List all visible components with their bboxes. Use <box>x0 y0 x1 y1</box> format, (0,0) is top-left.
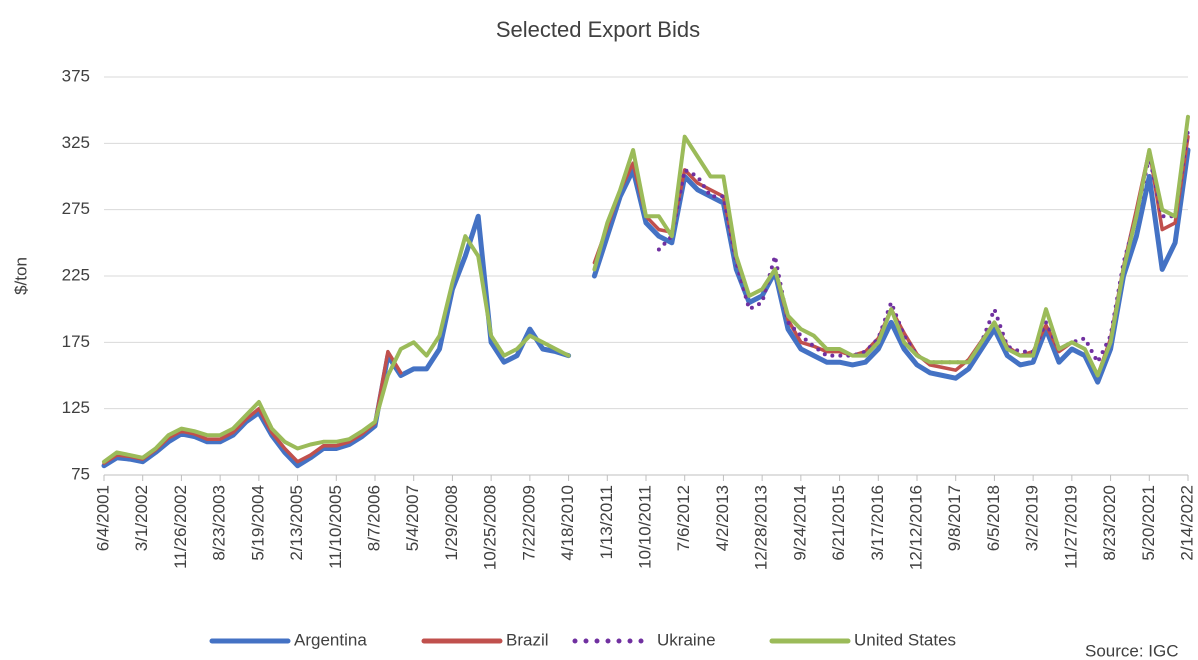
x-tick-label: 3/17/2016 <box>868 485 887 561</box>
y-tick-label: 325 <box>62 133 90 152</box>
x-tick-label: 12/12/2016 <box>906 485 925 570</box>
x-tick-label: 7/22/2009 <box>519 485 538 561</box>
y-tick-label: 75 <box>71 464 90 483</box>
legend-label: Argentina <box>294 630 367 649</box>
source-note: Source: IGC <box>1085 641 1179 660</box>
x-tick-label: 11/27/2019 <box>1061 485 1080 569</box>
legend-label: Ukraine <box>657 630 716 649</box>
x-tick-label: 10/25/2008 <box>481 485 500 570</box>
x-tick-label: 4/18/2010 <box>558 485 577 561</box>
x-tick-label: 11/26/2002 <box>171 485 190 569</box>
series-line <box>101 147 1191 469</box>
x-tick-label: 5/4/2007 <box>403 485 422 551</box>
x-tick-label: 10/10/2011 <box>635 485 654 569</box>
x-tick-label: 1/13/2011 <box>597 485 616 559</box>
chart-title: Selected Export Bids <box>496 17 700 42</box>
x-tick-label: 7/6/2012 <box>674 485 693 551</box>
x-tick-label: 9/24/2014 <box>790 485 809 561</box>
x-tick-label: 4/2/2013 <box>713 485 732 551</box>
y-tick-label: 225 <box>62 265 90 284</box>
x-tick-label: 8/7/2006 <box>364 485 383 551</box>
legend-label: United States <box>854 630 956 649</box>
x-tick-label: 3/2/2019 <box>1023 485 1042 551</box>
x-tick-label: 5/19/2004 <box>248 485 267 561</box>
y-tick-label: 175 <box>62 332 90 351</box>
x-tick-label: 3/1/2002 <box>132 485 151 551</box>
series-line <box>656 128 1190 365</box>
x-tick-label: 11/10/2005 <box>326 485 345 569</box>
y-axis-label: $/ton <box>11 257 30 295</box>
x-tick-label: 12/28/2013 <box>752 485 771 570</box>
x-tick-label: 5/20/2021 <box>1139 485 1158 561</box>
x-tick-label: 2/13/2005 <box>287 485 306 561</box>
series-line <box>102 114 1190 464</box>
x-tick-label: 6/21/2015 <box>829 485 848 561</box>
y-tick-label: 375 <box>62 66 90 85</box>
x-tick-label: 2/14/2022 <box>1177 485 1196 561</box>
x-tick-label: 1/29/2008 <box>442 485 461 561</box>
x-tick-label: 6/5/2018 <box>984 485 1003 551</box>
y-tick-label: 275 <box>62 199 90 218</box>
y-tick-label: 125 <box>62 398 90 417</box>
x-tick-label: 8/23/2020 <box>1100 485 1119 561</box>
x-tick-label: 9/8/2017 <box>945 485 964 551</box>
x-tick-label: 6/4/2001 <box>93 485 112 551</box>
x-tick-label: 8/23/2003 <box>210 485 229 561</box>
legend-label: Brazil <box>506 630 549 649</box>
